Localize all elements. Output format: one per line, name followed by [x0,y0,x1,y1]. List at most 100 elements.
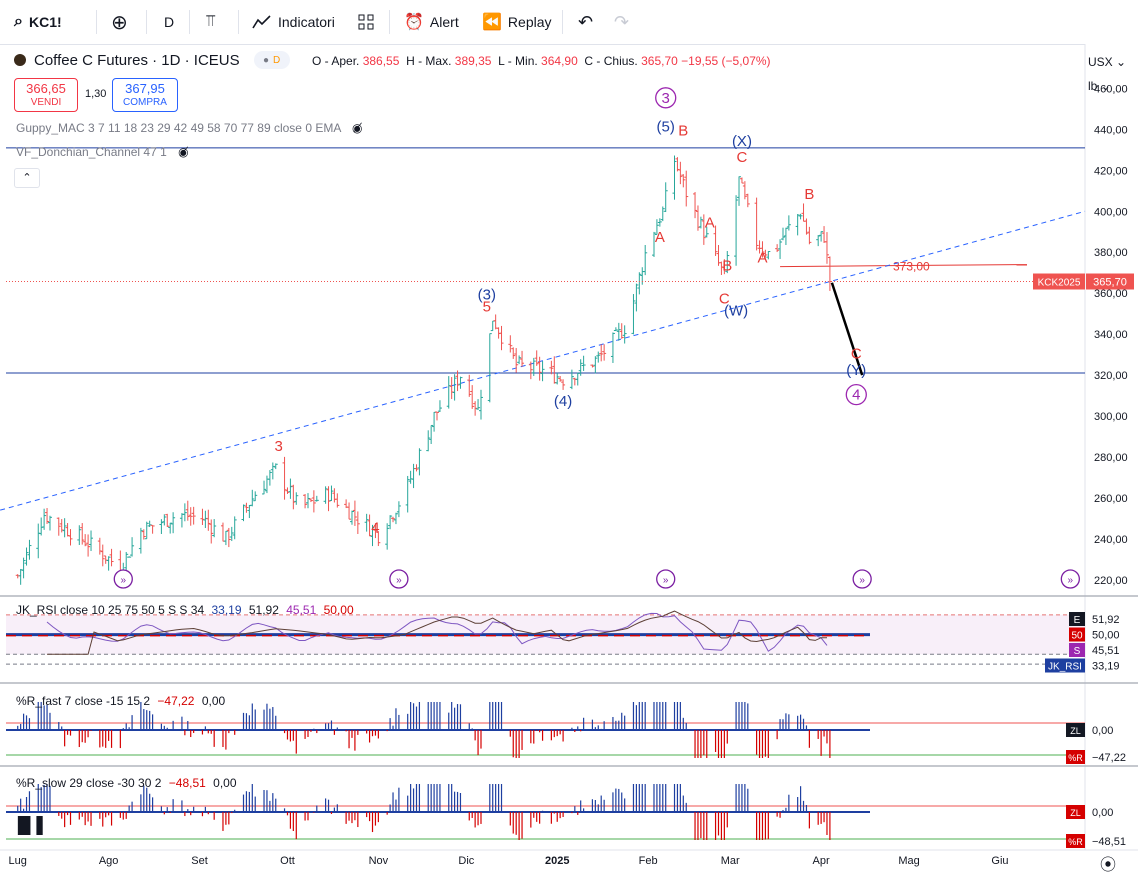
currency-select[interactable]: USX ⌄ [1088,55,1126,69]
price-tick-label: 380,00 [1094,247,1128,259]
indicators-button[interactable]: Indicatori [252,0,335,44]
wave-label: A [705,215,715,232]
price-tick-label: 300,00 [1094,411,1128,423]
tradingview-logo-icon: █▐ [18,816,43,835]
rsi-tag-label: E [1074,615,1081,626]
chart-area[interactable]: 460,00 440,00 420,00 400,00 380,00 360,00 340,… [0,44,1138,875]
wave-label: 3 [275,438,283,455]
rslow-legend[interactable]: %R_slow 29 close -30 30 2 −48,51 0,00 [16,776,237,790]
rsi-value-4: 50,00 [323,603,354,617]
wave-label: 4 [852,387,860,404]
hidden-eye-icon[interactable]: ◉̸ [178,145,189,159]
rslow-tag-label: ZL [1070,808,1081,818]
chart-svg[interactable]: 460,00440,00420,00400,00380,00360,00340,… [0,44,1138,875]
last-price-symbol-tag [1033,273,1085,290]
wave-label: B [722,258,732,275]
price-tick-label: 220,00 [1094,575,1128,587]
undo-button[interactable]: ↶ [578,0,593,44]
price-tick-label: 340,00 [1094,329,1128,341]
rsi-value-3: 45,51 [286,603,317,617]
sell-button[interactable]: 366,65 VENDI [14,78,78,112]
chart-title-row: Coffee C Futures · 1D · ICEUS ● D [14,51,290,69]
wave-label: (3) [478,286,496,303]
rsi-value-box [1086,658,1134,673]
target-level-label: 373,00 [893,260,930,274]
rfast-tag-label: %R [1068,753,1083,763]
time-tick-label: Apr [813,855,830,867]
rfast-value-label: 0,00 [1092,725,1113,737]
event-marker-glyph: » [1068,575,1074,586]
wave-label: (5) [657,118,675,135]
divider [389,10,390,34]
alert-button[interactable]: ⏰ Alert [404,0,459,44]
divider [96,10,97,34]
rfast-tag-box [1066,723,1085,737]
collapse-legend-button[interactable]: ⌃ [14,168,40,188]
ohlc-readout: O - Aper. 386,55 H - Max. 389,35 L - Min… [312,54,771,68]
wave-label: 4 [371,520,379,537]
close-label: C - Chius. [584,54,638,68]
alert-label: Alert [429,14,459,30]
wave-label: C [719,290,730,307]
add-symbol-button[interactable]: ⊕ [111,0,128,44]
event-marker-glyph: » [663,575,669,586]
price-tick-label: 280,00 [1094,452,1128,464]
indicators-icon [252,15,271,29]
close-value: 365,70 [641,54,678,68]
replay-button[interactable]: ⏪ Replay [482,0,552,44]
rsi-legend-name: JK_RSI close 10 25 75 50 5 S S 34 [16,603,205,617]
rfast-value-1: −47,22 [157,694,195,708]
search-icon: ⌕ [14,13,23,30]
top-toolbar: ⌕ KC1! ⊕ D ⫪ Indicatori ⏰ Alert ⏪ Replay… [0,0,1138,45]
buy-button[interactable]: 367,95 COMPRA [112,78,178,112]
guppy-legend-text: Guppy_MAC 3 7 11 18 23 29 42 49 58 70 77… [16,121,341,135]
rfast-tag-box [1066,750,1085,764]
time-tick-label: Feb [639,855,658,867]
hidden-eye-icon[interactable]: ◉̸ [352,121,363,135]
symbol-search[interactable]: ⌕ KC1! [14,0,62,44]
rsi-legend[interactable]: JK_RSI close 10 25 75 50 5 S S 34 33,19 … [16,603,354,617]
price-tick-label: 440,00 [1094,124,1128,136]
projection-line [830,282,864,376]
coffee-logo-icon [14,54,26,66]
unit-select[interactable]: lb ⌄ [1088,79,1111,93]
time-tick-label: Ott [280,855,295,867]
price-tick-label: 460,00 [1094,83,1128,95]
divider [238,10,239,34]
donchian-legend[interactable]: VF_Donchian_Channel 47 1 ◉̸ [16,145,189,159]
rslow-value-box [1086,834,1134,848]
guppy-legend[interactable]: Guppy_MAC 3 7 11 18 23 29 42 49 58 70 77… [16,121,363,135]
tradingview-logo[interactable]: █▐ [18,816,43,835]
rsi-value-box [1086,612,1134,626]
event-marker [656,569,676,589]
rsi-value-box [1086,643,1134,657]
sell-price: 366,65 [26,81,66,96]
wave-label: (Y) [846,362,866,379]
spread-value: 1,30 [85,88,107,100]
event-marker-glyph: » [859,575,865,586]
rslow-tag-box [1066,805,1085,819]
wave-label-circle [655,87,677,109]
rslow-value-box [1086,805,1134,819]
event-marker-glyph: » [396,575,402,586]
rsi-signal-line [47,610,828,655]
price-tick-label: 320,00 [1094,370,1128,382]
time-tick-label: Ago [99,855,119,867]
rfast-legend[interactable]: %R_fast 7 close -15 15 2 −47,22 0,00 [16,694,225,708]
source-badge: ● D [253,51,290,69]
wave-label: B [804,186,814,203]
event-marker-glyph: » [121,575,127,586]
interval-label: D [164,14,175,30]
rsi-tag-label: 50 [1071,631,1083,642]
layouts-button[interactable] [358,0,374,44]
interval-button[interactable]: D [164,0,174,44]
indicators-label: Indicatori [278,14,335,30]
compare-button[interactable]: ⫪ [206,0,215,44]
wave-label: A [757,249,767,266]
event-marker [389,569,409,589]
rslow-tag-label: %R [1068,837,1083,847]
divider [562,10,563,34]
rfast-tag-label: ZL [1070,726,1081,736]
settings-button[interactable]: ⦿ [1100,851,1116,875]
redo-button[interactable]: ↷ [614,0,629,44]
